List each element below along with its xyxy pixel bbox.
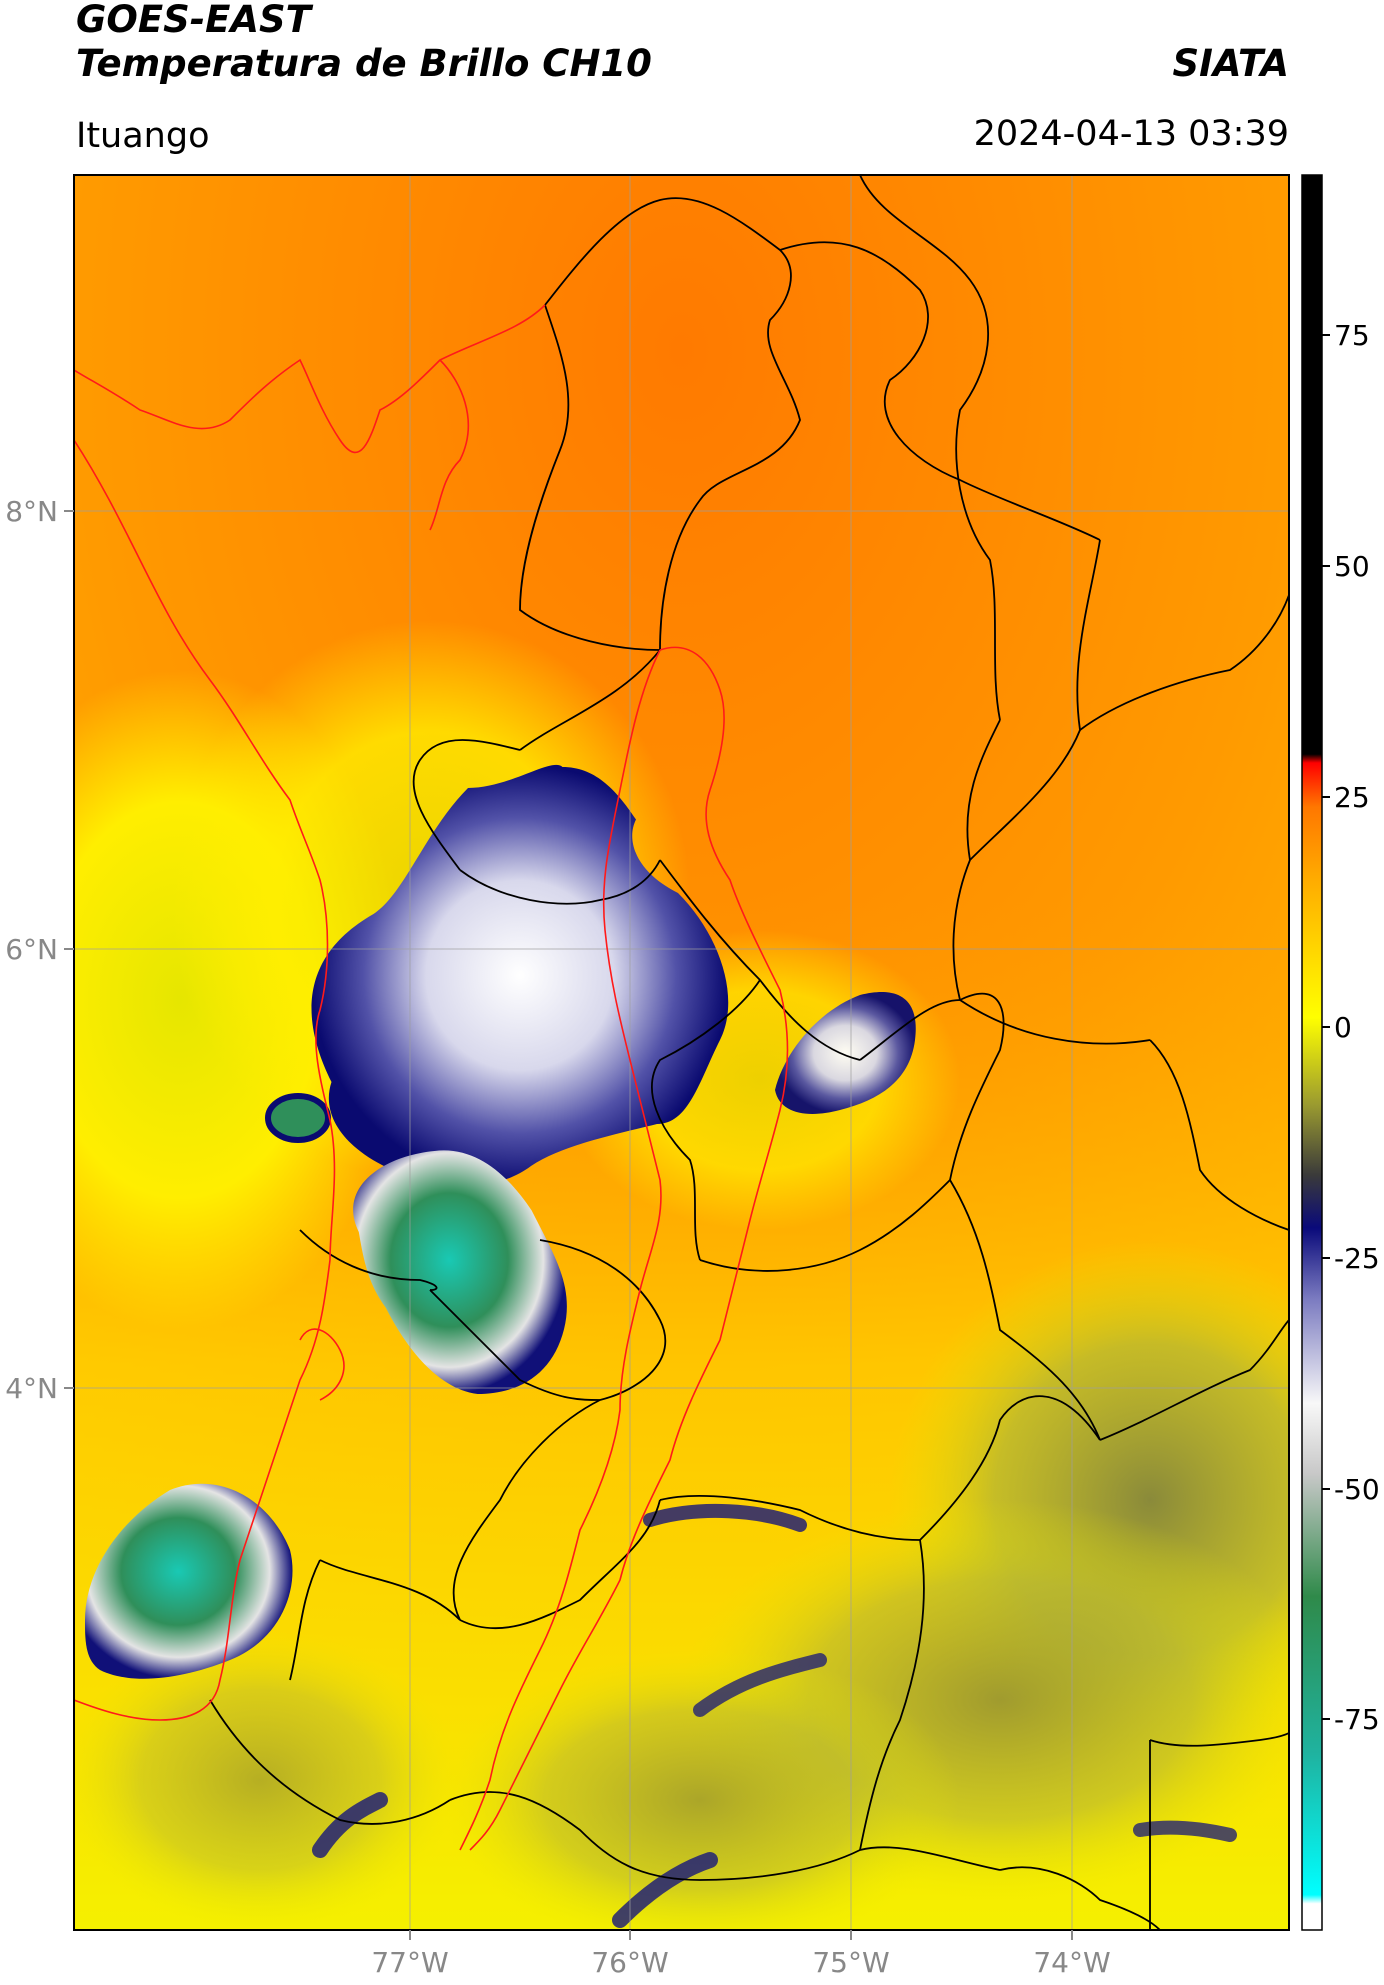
brand-label: SIATA <box>1172 42 1289 85</box>
lon-label: 74°W <box>1033 1946 1110 1979</box>
lat-label: 8°N <box>5 495 58 528</box>
lat-label: 6°N <box>5 933 58 966</box>
timestamp-label: 2024-04-13 03:39 <box>973 114 1289 154</box>
lat-label: 4°N <box>5 1372 58 1405</box>
colorbar-tick: 0 <box>1334 1011 1352 1044</box>
lon-label: 76°W <box>591 1946 668 1979</box>
lon-label: 75°W <box>812 1946 889 1979</box>
colorbar-tick: 25 <box>1334 781 1370 814</box>
colorbar-tick: -25 <box>1334 1242 1380 1275</box>
colorbar-tick: 75 <box>1334 319 1370 352</box>
colorbar-tick: -75 <box>1334 1703 1380 1736</box>
colorbar-tick: 50 <box>1334 550 1370 583</box>
colorbar: 75 50 25 0 -25 -50 -75 <box>1301 174 1380 1931</box>
colorbar-tick: -50 <box>1334 1473 1380 1506</box>
satellite-image <box>74 175 1289 1930</box>
lon-label: 77°W <box>371 1946 448 1979</box>
coastline <box>74 304 789 1851</box>
map-frame <box>73 174 1290 1931</box>
state-borders <box>209 175 1289 1930</box>
location-label: Ituango <box>76 116 210 156</box>
product-title: Temperatura de Brillo CH10 <box>76 42 652 85</box>
gridlines <box>74 175 1289 1930</box>
satellite-title: GOES-EAST <box>76 0 311 41</box>
